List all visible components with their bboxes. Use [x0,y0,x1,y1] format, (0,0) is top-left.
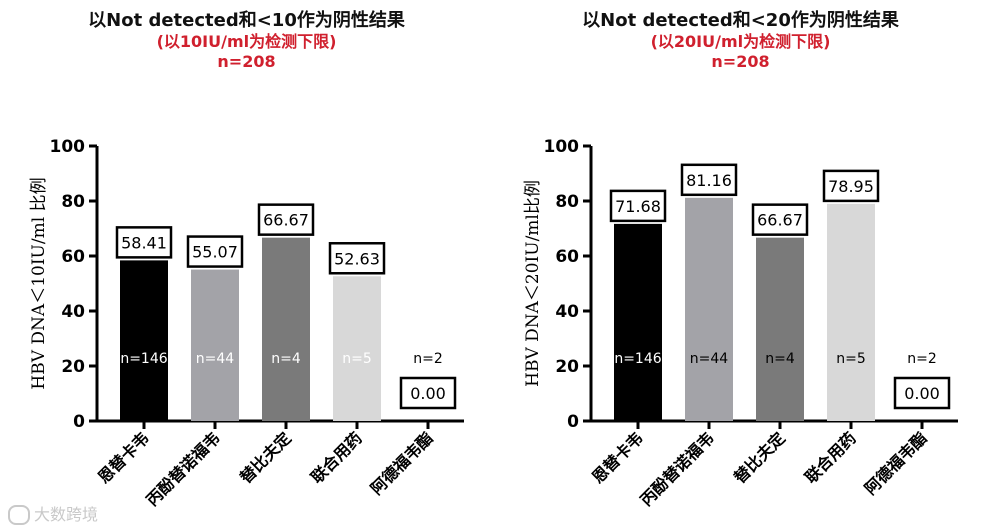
y-tick-label: 80 [555,192,579,212]
chart-subtitle: (以10IU/ml为检测下限) [156,32,337,51]
bar [756,237,804,421]
x-tick-label: 替比夫定 [730,428,789,487]
chart-titles-right: 以Not detected和<20作为阴性结果 (以20IU/ml为检测下限) … [494,10,987,72]
y-axis-label: HBV DNA＜10IU/ml 比例 [29,177,49,389]
value-label-box [751,203,809,236]
value-label-box [680,163,738,197]
y-tick-label: 80 [61,192,85,212]
value-label: 0.00 [904,384,940,403]
value-label-box [257,203,315,236]
bar-chart-left: HBV DNA＜10IU/ml 比例 0 20 40 60 80 100 58.41 n=146… [29,137,464,510]
chart-panel-right: 以Not detected和<20作为阴性结果 (以20IU/ml为检测下限) … [494,0,987,531]
y-tick-label: 40 [555,302,579,322]
y-tick-label: 100 [50,137,86,157]
x-tick-label: 恩替卡韦 [94,428,153,487]
y-tick-label: 0 [73,412,85,432]
bar-chart-right: HBV DNA＜20IU/ml比例 0 20 40 60 80 100 71.68 n=146 恩… [523,137,958,510]
chart-sample-size: n=208 [711,52,770,71]
y-axis-label: HBV DNA＜20IU/ml比例 [523,180,543,387]
bar [685,197,733,421]
logo-icon [8,505,30,525]
value-label: 0.00 [410,384,446,403]
value-label-box [115,226,173,259]
watermark-text: 大数跨境 [34,504,99,524]
y-tick-label: 0 [567,412,579,432]
value-label: 52.63 [334,249,380,268]
value-label: 55.07 [192,243,238,262]
x-tick-label: 丙酚替诺福韦 [143,428,224,509]
chart-title: 以Not detected和<20作为阴性结果 [582,10,899,31]
y-tick-label: 20 [555,357,579,377]
chart-titles-left: 以Not detected和<10作为阴性结果 (以10IU/ml为检测下限) … [0,10,493,72]
y-tick-label: 60 [61,247,85,267]
chart-panel-left: 以Not detected和<10作为阴性结果 (以10IU/ml为检测下限) … [0,0,493,531]
x-tick-label: 联合用药 [307,428,366,487]
n-label: n=5 [836,351,866,367]
value-label-box [822,169,880,203]
n-label: n=146 [120,351,167,367]
bar [120,260,168,421]
y-tick-label: 20 [61,357,85,377]
n-label: n=2 [907,351,937,367]
chart-title: 以Not detected和<10作为阴性结果 [88,10,405,31]
bar [614,223,662,421]
chart-subtitle: (以20IU/ml为检测下限) [650,32,831,51]
value-label-box [328,242,386,275]
x-tick-label: 丙酚替诺福韦 [637,428,718,509]
n-label: n=146 [614,351,661,367]
x-tick-label: 恩替卡韦 [588,428,647,487]
x-tick-label: 阿德福韦酯 [861,428,931,498]
n-label: n=4 [765,351,795,367]
value-label: 66.67 [263,211,309,230]
n-label: n=4 [271,351,301,367]
y-tick-label: 100 [544,137,580,157]
n-label: n=5 [342,351,372,367]
y-tick-label: 60 [555,247,579,267]
value-label: 58.41 [121,233,167,252]
x-tick-label: 阿德福韦酯 [367,428,437,498]
n-label: n=44 [690,351,729,367]
n-label: n=2 [413,351,443,367]
bar [333,276,381,421]
value-label: 81.16 [686,171,732,190]
n-label: n=44 [196,351,235,367]
y-tick-label: 40 [61,302,85,322]
value-label-box [893,376,951,410]
value-label-box [609,189,667,223]
bar [191,269,239,421]
x-tick-label: 替比夫定 [236,428,295,487]
value-label: 71.68 [615,197,661,216]
x-tick-label: 联合用药 [801,428,860,487]
value-label-box [186,235,244,268]
chart-sample-size: n=208 [217,52,276,71]
bar [827,203,875,421]
watermark: 大数跨境 [8,501,99,525]
bar [262,237,310,421]
value-label: 66.67 [757,211,803,230]
value-label: 78.95 [828,177,874,196]
value-label-box [399,376,457,410]
